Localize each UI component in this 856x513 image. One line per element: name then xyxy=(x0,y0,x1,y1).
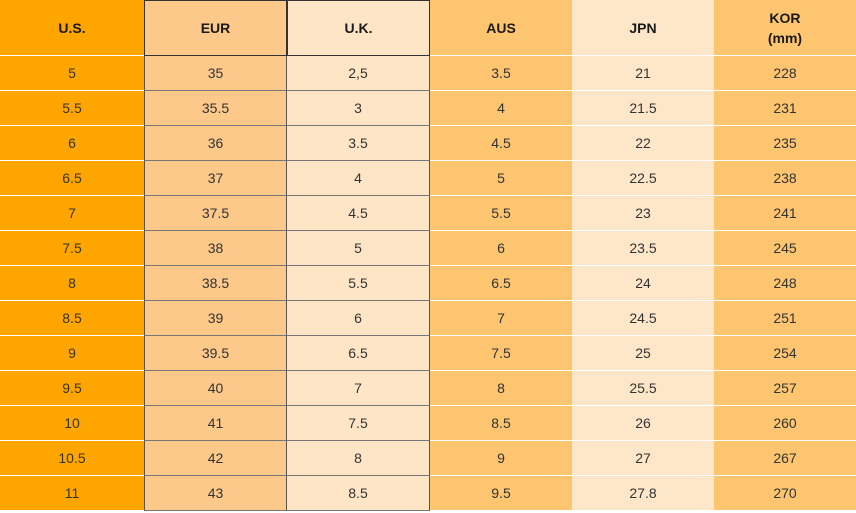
table-cell: 27.8 xyxy=(572,476,714,511)
table-cell: 23 xyxy=(572,196,714,231)
table-cell: 5 xyxy=(0,56,144,91)
table-cell: 3.5 xyxy=(430,56,572,91)
table-cell: 37.5 xyxy=(144,196,287,231)
table-cell: 2,5 xyxy=(287,56,430,91)
table-cell: 6 xyxy=(0,126,144,161)
table-cell: 25.5 xyxy=(572,371,714,406)
table-cell: 40 xyxy=(144,371,287,406)
table-cell: 10.5 xyxy=(0,441,144,476)
table-cell: 39 xyxy=(144,301,287,336)
table-cell: 36 xyxy=(144,126,287,161)
table-cell: 35 xyxy=(144,56,287,91)
table-cell: 7 xyxy=(287,371,430,406)
table-cell: 248 xyxy=(714,266,856,301)
table-cell: 23.5 xyxy=(572,231,714,266)
table-cell: 42 xyxy=(144,441,287,476)
table-cell: 8.5 xyxy=(0,301,144,336)
table-cell: 22 xyxy=(572,126,714,161)
table-cell: 35.5 xyxy=(144,91,287,126)
table-cell: 7 xyxy=(0,196,144,231)
table-cell: 6.5 xyxy=(0,161,144,196)
table-cell: 26 xyxy=(572,406,714,441)
table-cell: 41 xyxy=(144,406,287,441)
table-cell: 38.5 xyxy=(144,266,287,301)
table-cell: 5 xyxy=(430,161,572,196)
table-cell: 22.5 xyxy=(572,161,714,196)
table-cell: 257 xyxy=(714,371,856,406)
table-cell: 8 xyxy=(0,266,144,301)
header-cell: KOR (mm) xyxy=(714,0,856,56)
table-cell: 24 xyxy=(572,266,714,301)
table-cell: 6.5 xyxy=(287,336,430,371)
table-cell: 5 xyxy=(287,231,430,266)
table-cell: 241 xyxy=(714,196,856,231)
table-cell: 21 xyxy=(572,56,714,91)
table-cell: 7.5 xyxy=(287,406,430,441)
table-cell: 235 xyxy=(714,126,856,161)
table-cell: 43 xyxy=(144,476,287,511)
table-cell: 8 xyxy=(430,371,572,406)
table-cell: 11 xyxy=(0,476,144,511)
table-cell: 4 xyxy=(430,91,572,126)
table-cell: 267 xyxy=(714,441,856,476)
table-cell: 6 xyxy=(430,231,572,266)
header-cell: U.S. xyxy=(0,0,144,56)
table-cell: 231 xyxy=(714,91,856,126)
table-cell: 25 xyxy=(572,336,714,371)
table-cell: 254 xyxy=(714,336,856,371)
table-cell: 9.5 xyxy=(0,371,144,406)
table-cell: 37 xyxy=(144,161,287,196)
table-cell: 245 xyxy=(714,231,856,266)
table-cell: 24.5 xyxy=(572,301,714,336)
table-cell: 6.5 xyxy=(430,266,572,301)
table-cell: 228 xyxy=(714,56,856,91)
table-cell: 251 xyxy=(714,301,856,336)
table-cell: 270 xyxy=(714,476,856,511)
table-cell: 3.5 xyxy=(287,126,430,161)
table-cell: 9 xyxy=(430,441,572,476)
header-cell: U.K. xyxy=(287,0,430,56)
table-cell: 260 xyxy=(714,406,856,441)
table-cell: 5.5 xyxy=(430,196,572,231)
header-cell: AUS xyxy=(430,0,572,56)
table-cell: 27 xyxy=(572,441,714,476)
table-cell: 8.5 xyxy=(430,406,572,441)
table-cell: 4.5 xyxy=(287,196,430,231)
table-cell: 9 xyxy=(0,336,144,371)
table-cell: 10 xyxy=(0,406,144,441)
table-cell: 38 xyxy=(144,231,287,266)
table-cell: 5.5 xyxy=(287,266,430,301)
table-cell: 4 xyxy=(287,161,430,196)
table-cell: 21.5 xyxy=(572,91,714,126)
table-cell: 5.5 xyxy=(0,91,144,126)
table-cell: 39.5 xyxy=(144,336,287,371)
table-cell: 4.5 xyxy=(430,126,572,161)
table-cell: 8 xyxy=(287,441,430,476)
header-cell: EUR xyxy=(144,0,287,56)
table-cell: 7 xyxy=(430,301,572,336)
header-cell: JPN xyxy=(572,0,714,56)
table-cell: 8.5 xyxy=(287,476,430,511)
table-cell: 6 xyxy=(287,301,430,336)
table-cell: 9.5 xyxy=(430,476,572,511)
table-cell: 7.5 xyxy=(430,336,572,371)
table-cell: 7.5 xyxy=(0,231,144,266)
table-cell: 238 xyxy=(714,161,856,196)
table-cell: 3 xyxy=(287,91,430,126)
